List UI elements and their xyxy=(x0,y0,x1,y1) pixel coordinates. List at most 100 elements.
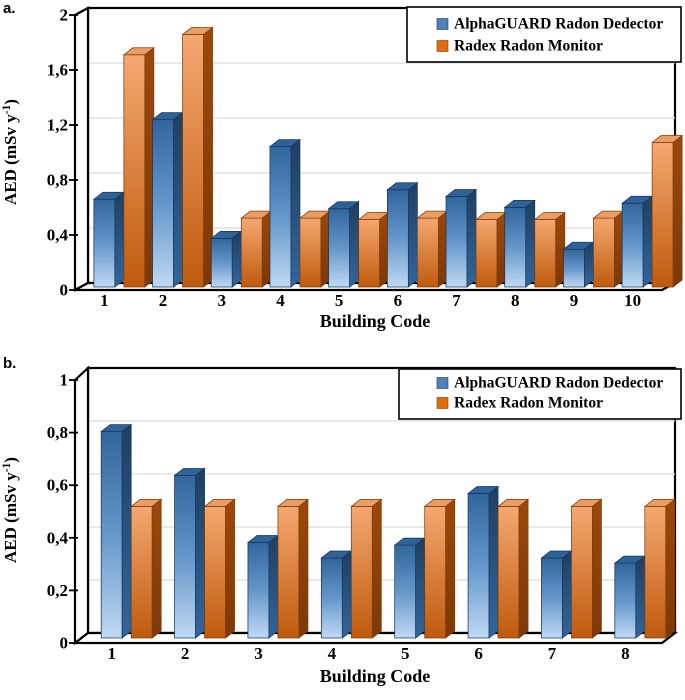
bar-b-s1-c1-side xyxy=(121,423,132,639)
left-wall xyxy=(73,6,90,292)
bar-a-s1-c5-side xyxy=(349,200,360,288)
left-wall xyxy=(73,365,90,646)
bar-b-s1-c5-side xyxy=(415,537,426,639)
bar-a-s1-c6-front xyxy=(386,189,409,288)
bar-b-s2-c2-front xyxy=(204,506,226,639)
legend-swatch-s2 xyxy=(436,397,449,409)
bar-a-s1-c3-front xyxy=(210,238,233,288)
ytick-label: 0,8 xyxy=(47,171,68,190)
bar-a-s2-c10-side xyxy=(672,134,683,288)
bar-b-s2-c2-side xyxy=(225,498,235,639)
bar-a-s1-c4-front xyxy=(269,146,292,288)
bar-a-s2-c9-front xyxy=(593,217,615,288)
category-label: 10 xyxy=(624,291,641,310)
xaxis-title: Building Code xyxy=(320,666,431,686)
bar-a-s2-c7-front xyxy=(475,219,498,288)
bar-a-s1-c5-front xyxy=(328,208,351,288)
ytick-label: 1,2 xyxy=(47,116,68,135)
bar-a-s2-c3-front xyxy=(240,217,263,288)
yaxis-title-main: AED (mSv y xyxy=(1,114,20,205)
legend-swatch-s2 xyxy=(436,40,449,52)
bar-b-s2-c6-side xyxy=(518,498,529,639)
category-label: 8 xyxy=(511,291,520,310)
category-label: 7 xyxy=(452,291,461,310)
bar-b-s2-c7-side xyxy=(592,498,602,639)
yaxis-title: AED (mSv y-1) xyxy=(1,99,20,205)
bar-a-s2-c8-front xyxy=(534,219,557,288)
bar-a-s1-c1-side xyxy=(114,191,125,288)
legend-label-s2: Radex Radon Monitor xyxy=(454,38,603,55)
ytick-label: 2 xyxy=(60,6,69,25)
bar-b-s1-c3-side xyxy=(268,534,279,639)
bar-a-s1-c9-front xyxy=(563,248,585,288)
bar-a-s1-c8-side xyxy=(525,199,536,288)
bar-a-s1-c10-front xyxy=(621,202,644,288)
bar-b-s2-c5-side xyxy=(445,498,456,639)
bar-a-s2-c5-front xyxy=(358,219,381,288)
bar-b-s1-c7-side xyxy=(562,550,572,639)
bar-b-s1-c8-front xyxy=(614,562,637,639)
bar-a-s2-c10-front xyxy=(651,142,674,288)
legend-label-s2: Radex Radon Monitor xyxy=(454,395,603,412)
bar-b-s1-c1-front xyxy=(100,431,123,639)
bar-b-s1-c4-side xyxy=(341,550,352,639)
ytick-label: 1 xyxy=(60,371,69,390)
category-label: 2 xyxy=(181,644,190,663)
legend-swatch-s1 xyxy=(436,18,449,30)
chart-panel-a: 0 0,4 0,8 1,2 1,6 2 1 2 3 4 5 6 7 8 9 10 Building Code AE… xyxy=(0,0,685,345)
bar-b-s1-c2-front xyxy=(174,475,196,639)
yaxis-title: AED (mSv y-1) xyxy=(1,457,20,563)
bar-a-s1-c1-front xyxy=(93,198,116,288)
legend-label-s1: AlphaGUARD Radon Dedector xyxy=(454,375,663,392)
bar-b-s2-c5-front xyxy=(424,506,447,639)
bar-a-s1-c3-side xyxy=(231,230,242,288)
bar-b-s2-c4-front xyxy=(350,506,373,639)
chart-panel-b: 0 0,2 0,4 0,6 0,8 1 1 2 3 4 5 6 7 8 Building Code AED (… xyxy=(0,355,685,700)
ytick-label: 0 xyxy=(60,281,69,300)
bar-b-s1-c6-side xyxy=(488,485,499,639)
bar-a-s1-c8-front xyxy=(504,206,527,288)
bar-b-s1-c4-front xyxy=(320,557,343,639)
bar-b-s2-c7-front xyxy=(571,506,593,639)
ytick-label: 1,6 xyxy=(47,61,68,80)
category-label: 4 xyxy=(276,291,285,310)
bar-b-s1-c7-front xyxy=(541,557,563,639)
bar-b-s2-c3-side xyxy=(298,498,309,639)
bar-b-s2-c1-front xyxy=(130,506,153,639)
bar-a-s2-c2-front xyxy=(182,34,204,288)
bar-a-s2-c1-front xyxy=(123,54,146,288)
bar-a-s1-c4-side xyxy=(290,138,301,288)
ytick-label: 0,4 xyxy=(47,226,69,245)
category-label: 6 xyxy=(394,291,403,310)
yaxis-title-close: ) xyxy=(1,457,20,463)
bar-b-s2-c3-front xyxy=(277,506,300,639)
bar-a-s1-c6-side xyxy=(407,182,418,288)
bar-b-s2-c8-front xyxy=(644,506,667,639)
panel-label-b: b. xyxy=(3,355,17,372)
bar-b-s1-c6-front xyxy=(467,493,490,639)
bar-b-s1-c8-side xyxy=(635,555,646,639)
category-label: 3 xyxy=(218,291,227,310)
legend-box xyxy=(406,6,682,63)
chart-a-canvas: 0 0,4 0,8 1,2 1,6 2 1 2 3 4 5 6 7 8 9 10 Building Code AE… xyxy=(1,6,684,331)
bar-a-s1-c7-front xyxy=(445,196,468,288)
category-label: 4 xyxy=(328,644,337,663)
category-label: 6 xyxy=(474,644,483,663)
bar-a-s1-c7-side xyxy=(466,188,477,288)
yaxis-title-main: AED (mSv y xyxy=(1,472,20,563)
yaxis-title-sup: -1 xyxy=(1,104,13,114)
category-label: 5 xyxy=(401,644,410,663)
category-label: 7 xyxy=(548,644,557,663)
ytick-label: 0,4 xyxy=(47,528,69,547)
ytick-label: 0,6 xyxy=(47,476,68,495)
xaxis-title: Building Code xyxy=(320,311,431,331)
category-label: 3 xyxy=(254,644,263,663)
category-label: 8 xyxy=(621,644,630,663)
category-label: 5 xyxy=(335,291,344,310)
bar-b-s1-c3-front xyxy=(247,542,270,639)
category-label: 2 xyxy=(159,291,168,310)
yaxis-title-close: ) xyxy=(1,99,20,105)
legend-swatch-s1 xyxy=(436,377,449,389)
category-label: 1 xyxy=(100,291,109,310)
legend-label-s1: AlphaGUARD Radon Dedector xyxy=(454,16,663,33)
